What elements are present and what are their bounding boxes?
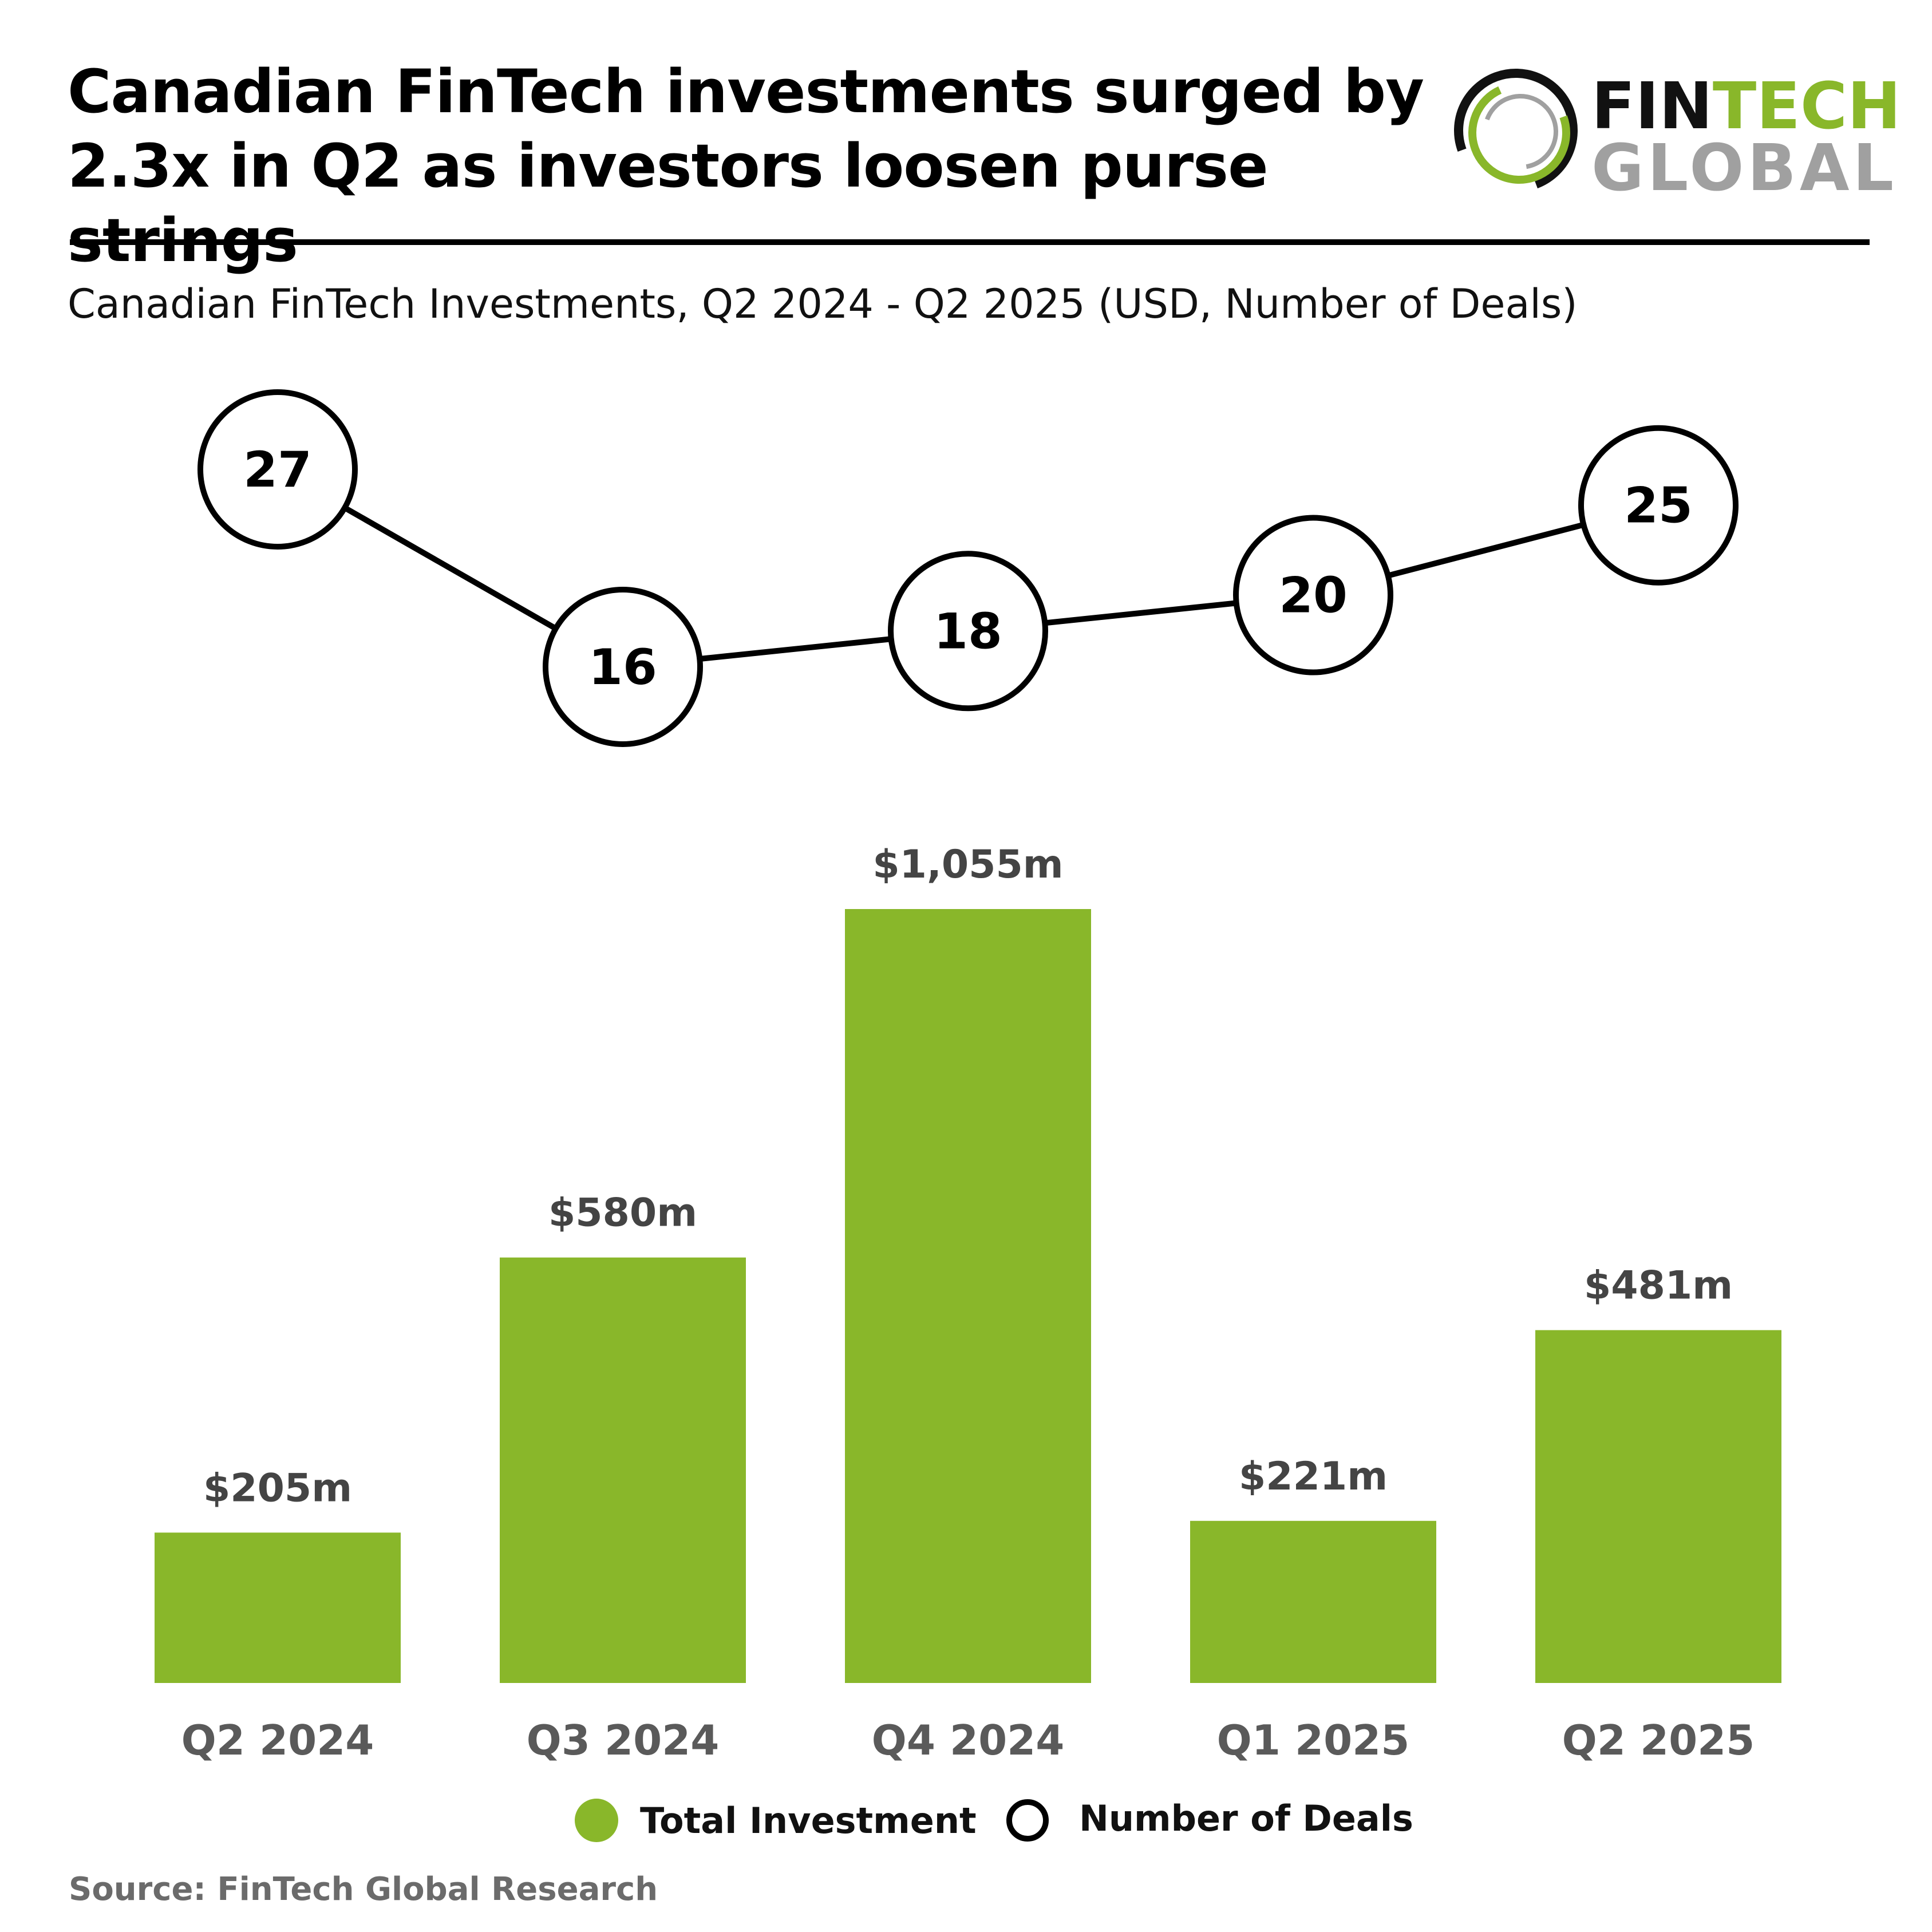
headline: Canadian FinTech investments surged by 2… <box>68 57 1424 275</box>
deals-point-1 <box>543 587 703 747</box>
bar-label-2: $1,055m <box>872 842 1063 887</box>
bar-label-0: $205m <box>203 1465 352 1511</box>
header-rule <box>70 239 1870 245</box>
legend-swatch-deals <box>1006 1799 1049 1842</box>
logo-text-global: GLOBAL <box>1591 131 1897 206</box>
deals-segment-3 <box>1387 521 1585 579</box>
deals-segment-2 <box>1044 600 1237 626</box>
legend-swatch-investment <box>575 1799 618 1842</box>
deals-point-4 <box>1578 425 1739 586</box>
logo-fin: FIN <box>1591 69 1713 144</box>
bar-1 <box>500 1257 746 1683</box>
logo-ring-icon <box>1454 69 1578 192</box>
deals-label-4: 25 <box>1624 477 1693 535</box>
deals-point-2 <box>888 551 1048 712</box>
bar-3 <box>1190 1520 1436 1683</box>
deals-label-2: 18 <box>934 603 1002 660</box>
x-tick-0: Q2 2024 <box>181 1716 374 1764</box>
logo-text-fintech: FINTECH <box>1591 74 1901 139</box>
bar-series <box>155 909 1781 1683</box>
deals-label-3: 20 <box>1279 567 1348 625</box>
bar-label-1: $580m <box>548 1191 697 1236</box>
source-note: Source: FinTech Global Research <box>69 1871 658 1908</box>
deals-segment-1 <box>699 636 892 662</box>
x-tick-1: Q3 2024 <box>527 1716 720 1764</box>
bar-2 <box>845 909 1091 1683</box>
deals-point-3 <box>1233 515 1393 675</box>
logo-tech: TECH <box>1712 69 1901 144</box>
legend-label-deals: Number of Deals <box>1079 1797 1413 1839</box>
deals-label-1: 16 <box>588 639 657 696</box>
bar-4 <box>1535 1330 1781 1683</box>
bar-label-4: $481m <box>1584 1263 1733 1309</box>
deals-segment-0 <box>343 505 558 631</box>
x-tick-3: Q1 2025 <box>1217 1716 1410 1764</box>
deals-point-0 <box>197 389 358 550</box>
bar-value-labels: $205m $580m $1,055m $221m $481m <box>203 842 1733 1511</box>
x-axis-tick-labels: Q2 2024 Q3 2024 Q4 2024 Q1 2025 Q2 2025 <box>181 1716 1755 1764</box>
chart-subtitle: Canadian FinTech Investments, Q2 2024 - … <box>68 280 1578 327</box>
deals-line-series: 27 16 18 20 25 <box>197 389 1739 747</box>
legend-label-investment: Total Investment <box>640 1800 977 1842</box>
bar-label-3: $221m <box>1239 1454 1388 1499</box>
legend: Total Investment Number of Deals <box>575 1797 1413 1842</box>
deals-label-0: 27 <box>243 441 312 499</box>
bar-0 <box>155 1532 401 1683</box>
x-tick-2: Q4 2024 <box>872 1716 1065 1764</box>
x-tick-4: Q2 2025 <box>1562 1716 1755 1764</box>
fintech-global-logo: FINTECH GLOBAL <box>1448 63 1901 206</box>
